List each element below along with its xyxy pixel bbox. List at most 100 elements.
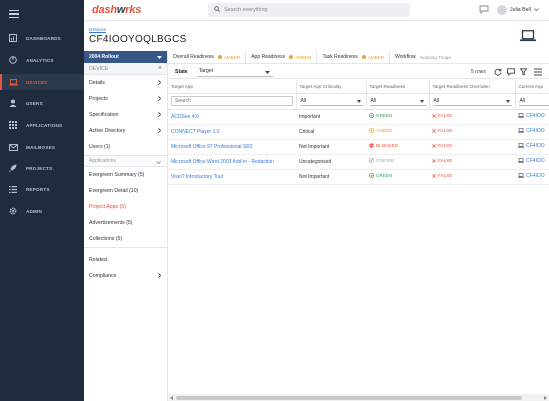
current-app-link[interactable]: CF4IOO: [518, 128, 545, 134]
overall-readiness-tab[interactable]: Overall Readiness AMBER: [168, 51, 247, 63]
caret-down-icon: [505, 99, 510, 105]
nav-item-projects[interactable]: PROJECTS: [0, 160, 84, 176]
left-navigation: DASHBOARDS ANALYTICS DEVICES USERS APPLI…: [0, 0, 84, 401]
cross-icon: [432, 113, 436, 118]
grid-icon: [8, 121, 18, 130]
nav-item-admin[interactable]: ADMIN: [0, 203, 84, 219]
applications-section-header[interactable]: Applications: [84, 155, 167, 167]
horizontal-scrollbar[interactable]: [168, 394, 549, 401]
task-readiness-tab[interactable]: Task Readiness AMBER: [317, 51, 391, 63]
current-app-link[interactable]: CF4IOO: [518, 173, 545, 179]
current-app-link[interactable]: CF4IOO: [518, 143, 545, 149]
nav-label: DEVICES: [26, 79, 48, 85]
status-badge: IGNORE: [369, 158, 394, 163]
breadcrumb[interactable]: Devices: [89, 28, 107, 33]
target-select[interactable]: Target: [196, 67, 273, 77]
user-menu[interactable]: Julia Bell: [497, 5, 539, 15]
columns-icon[interactable]: [534, 68, 542, 78]
nav-label: DASHBOARDS: [26, 35, 61, 41]
app-link[interactable]: Visio? Introductory Tour: [168, 169, 296, 185]
analytics-icon: [8, 56, 18, 65]
status-badge: Awaiting Triage: [419, 54, 451, 60]
panel-item-projects[interactable]: Projects: [84, 91, 167, 107]
app-link[interactable]: Microsoft Office Word 2003 Add-in - Reda…: [168, 154, 296, 170]
nav-item-reports[interactable]: REPORTS: [0, 181, 84, 197]
current-app-link[interactable]: CF4IOO: [518, 158, 545, 164]
column-header-current-app[interactable]: Current App: [515, 80, 549, 94]
panel-item-details[interactable]: Details: [84, 75, 167, 91]
app-link[interactable]: ACDSee 4.0: [168, 109, 296, 125]
panel-item-evergreen-summary[interactable]: Evergreen Summary (5): [89, 172, 145, 178]
panel-item-compliance[interactable]: Compliance: [84, 268, 167, 284]
chevron-right-icon: [158, 112, 162, 119]
nav-item-applications[interactable]: APPLICATIONS: [0, 117, 84, 133]
scrollbar-thumb[interactable]: [176, 395, 522, 400]
current-app-link[interactable]: CF4IOO: [518, 113, 545, 119]
project-selector-label: 2004 Rollout: [89, 54, 119, 60]
user-icon: [8, 99, 18, 108]
column-header-target-app[interactable]: Target App: [168, 80, 297, 94]
readiness-summary-bar: Overall Readiness AMBER App Readiness AMBE…: [168, 51, 549, 64]
panel-item-collections[interactable]: Collections (5): [89, 236, 123, 242]
column-header-criticality[interactable]: Target App Criticality: [296, 80, 367, 94]
status-dot-icon: [361, 55, 366, 59]
criticality-cell: Not Important: [296, 139, 366, 155]
dashworks-logo[interactable]: dashwrks: [92, 4, 142, 16]
overriden-filter[interactable]: All: [432, 96, 512, 106]
comment-icon[interactable]: [507, 68, 515, 78]
tab-state[interactable]: State: [175, 68, 188, 75]
table-row: ACDSee 4.0 Important GREEN FALSE CF4IOO: [168, 109, 549, 125]
mail-icon: [8, 143, 18, 152]
readiness-filter[interactable]: All: [369, 96, 426, 106]
panel-item-users[interactable]: Users (1): [89, 144, 111, 150]
table-row: Microsoft Office Word 2003 Add-in - Reda…: [168, 154, 549, 170]
status-badge: GREEN: [369, 173, 392, 178]
panel-item-active-directory[interactable]: Active Directory: [84, 123, 167, 139]
scroll-left-icon[interactable]: [170, 395, 173, 401]
nav-label: ANALYTICS: [26, 57, 54, 63]
check-circle-icon: [369, 113, 374, 118]
scroll-right-icon[interactable]: [544, 395, 547, 401]
current-app-filter[interactable]: All: [518, 96, 549, 106]
nav-label: USERS: [26, 100, 43, 106]
nav-item-dashboards[interactable]: DASHBOARDS: [0, 30, 84, 46]
app-search-input[interactable]: [171, 96, 293, 106]
panel-item-related[interactable]: Related: [89, 257, 107, 263]
app-link[interactable]: CONNECT Player 1.0: [168, 124, 296, 140]
chevron-right-icon: [158, 273, 162, 280]
nav-item-analytics[interactable]: ANALYTICS: [0, 52, 84, 68]
panel-item-advertisements[interactable]: Advertisements (5): [89, 220, 133, 226]
panel-item-evergreen-detail[interactable]: Evergreen Detail (10): [89, 188, 139, 194]
criticality-filter[interactable]: All: [299, 96, 363, 106]
global-search[interactable]: [208, 3, 410, 17]
filter-icon[interactable]: [519, 68, 528, 78]
overriden-badge: FALSE: [432, 128, 452, 133]
search-input[interactable]: [224, 7, 384, 13]
status-dot-icon: [217, 55, 222, 59]
refresh-icon[interactable]: [494, 68, 502, 78]
nav-item-users[interactable]: USERS: [0, 95, 84, 111]
laptop-icon: [520, 30, 536, 44]
amber-circle-icon: [369, 128, 374, 133]
column-header-overriden[interactable]: Target Readiness Overriden: [429, 80, 516, 94]
project-selector[interactable]: 2004 Rollout: [84, 51, 167, 63]
panel-item-project-apps[interactable]: Project Apps (5): [89, 204, 126, 210]
nav-item-devices[interactable]: DEVICES: [0, 74, 84, 90]
status-badge: AMBER: [217, 55, 240, 60]
column-header-readiness[interactable]: Target Readiness: [366, 80, 430, 94]
close-icon[interactable]: ×: [157, 64, 162, 72]
laptop-icon: [518, 143, 524, 148]
nav-item-mailboxes[interactable]: MAILBOXES: [0, 139, 84, 155]
ignore-icon: [369, 158, 374, 163]
workflow-tab[interactable]: Workflow Awaiting Triage: [395, 54, 451, 60]
app-readiness-tab[interactable]: App Readiness AMBER: [246, 51, 318, 63]
panel-item-specification[interactable]: Specification: [84, 107, 167, 123]
app-link[interactable]: Microsoft Office 97 Professional SR2: [168, 139, 296, 155]
caret-down-icon: [157, 55, 162, 61]
project-apps-grid: Target App Target App Criticality Target…: [168, 80, 549, 394]
overriden-badge: FALSE: [432, 143, 452, 148]
cross-icon: [432, 158, 436, 163]
criticality-cell: Important: [296, 109, 366, 125]
chat-icon[interactable]: [479, 5, 489, 16]
hamburger-menu-icon[interactable]: [9, 10, 19, 18]
